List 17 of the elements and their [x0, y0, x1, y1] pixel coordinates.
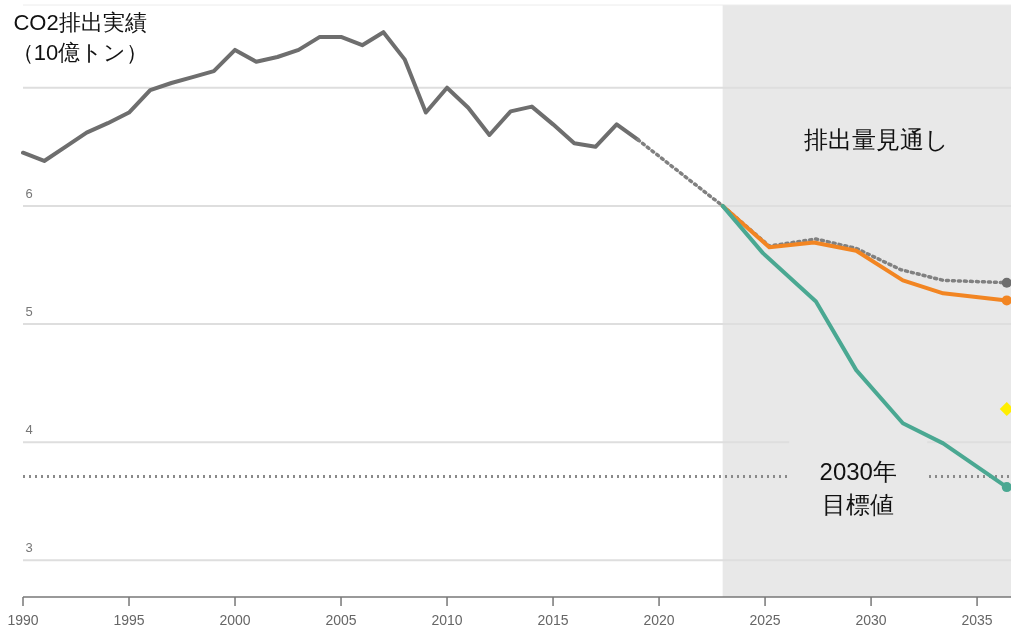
x-tick-label: 1995	[113, 612, 145, 628]
ref-line-label: 2030年目標値	[819, 458, 897, 519]
x-tick-label: 2015	[537, 612, 569, 628]
x-tick-label: 2035	[961, 612, 993, 628]
y-tick-label: 4	[25, 422, 33, 438]
x-tick-label: 2030	[855, 612, 887, 628]
y-tick-label: 5	[25, 304, 33, 320]
x-tick-label: 2000	[219, 612, 251, 628]
x-tick-label: 2020	[643, 612, 675, 628]
x-tick-label: 2010	[431, 612, 463, 628]
y-tick-label: 3	[25, 540, 33, 556]
y-tick-label: 6	[25, 185, 33, 201]
y-axis-title: CO2排出実績（10億トン）	[11, 10, 149, 65]
x-tick-label: 2005	[325, 612, 357, 628]
band-label: 排出量見通し	[804, 126, 950, 153]
x-tick-label: 2025	[749, 612, 781, 628]
x-tick-label: 1990	[7, 612, 39, 628]
